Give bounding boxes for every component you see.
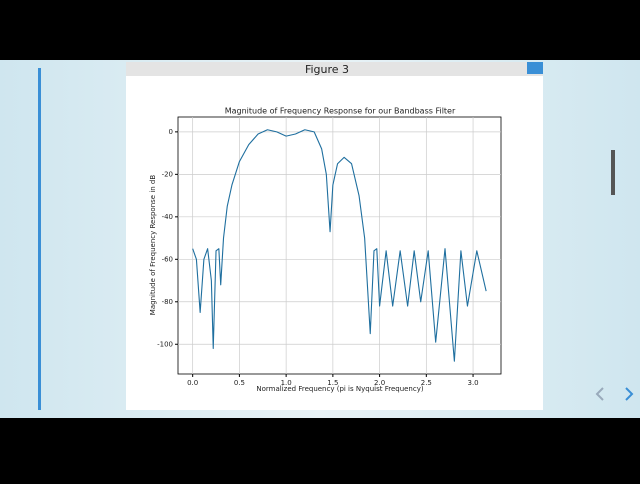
y-tick-label: -80: [162, 298, 173, 306]
x-tick-label: 1.5: [327, 379, 338, 387]
next-button[interactable]: [625, 387, 634, 401]
y-tick-label: 0: [169, 128, 173, 136]
prev-button[interactable]: [595, 387, 604, 401]
scrollbar[interactable]: [611, 150, 615, 195]
window-title: Figure 3: [305, 63, 349, 76]
y-tick-label: -40: [162, 213, 173, 221]
y-tick-label: -60: [162, 255, 173, 263]
x-tick-label: 2.0: [374, 379, 385, 387]
y-tick-label: -20: [162, 170, 173, 178]
x-tick-label: 0.0: [187, 379, 198, 387]
plot-frame: [177, 116, 502, 375]
accent-bar: [38, 68, 41, 410]
x-tick-label: 1.0: [281, 379, 292, 387]
x-tick-label: 3.0: [467, 379, 478, 387]
window-button[interactable]: [527, 62, 543, 74]
chart-title: Magnitude of Frequency Response for our …: [225, 107, 456, 116]
y-axis-label: Magnitude of Frequency Response in dB: [149, 175, 157, 316]
x-axis-label: Normalized Frequency (pi is Nyquist Freq…: [256, 385, 423, 393]
x-tick-label: 0.5: [234, 379, 245, 387]
response-line: [192, 129, 487, 362]
title-bar: [126, 62, 543, 76]
y-tick-label: -100: [157, 340, 173, 348]
x-tick-label: 2.5: [421, 379, 432, 387]
figure-window: [126, 62, 543, 410]
